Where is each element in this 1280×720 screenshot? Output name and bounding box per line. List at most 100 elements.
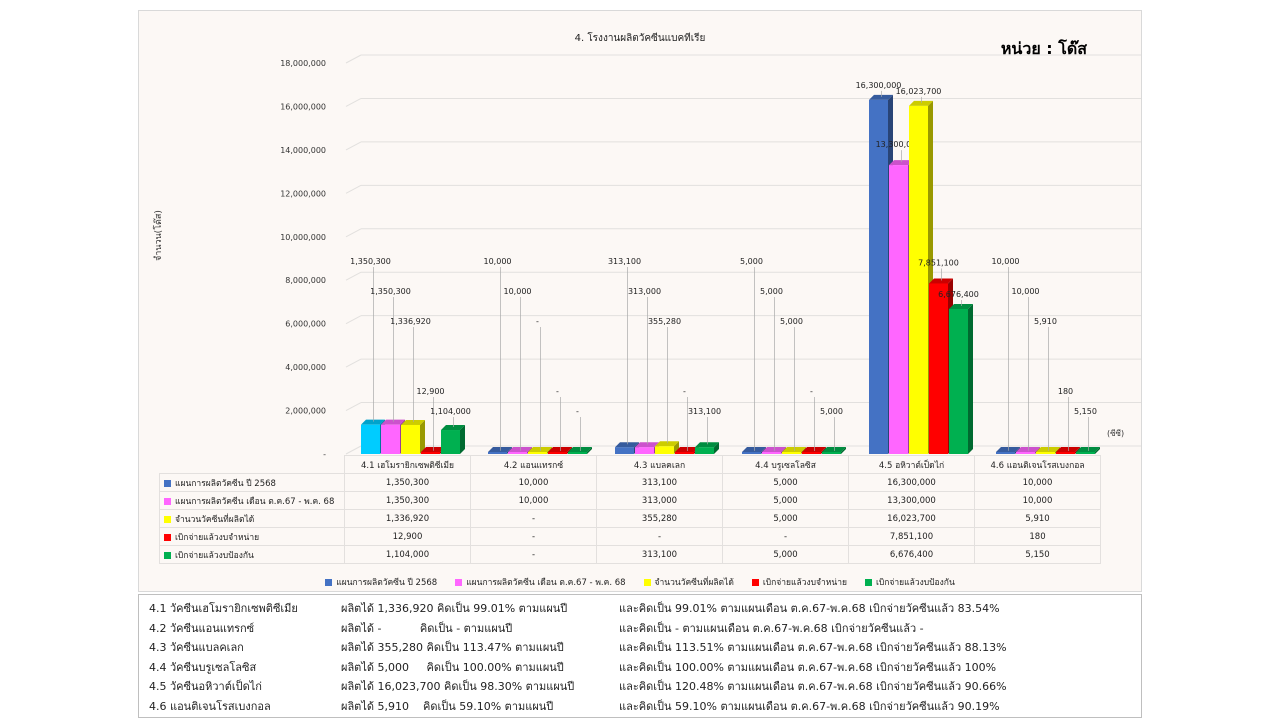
- bar: [822, 452, 841, 454]
- table-cell: 12,900: [344, 527, 471, 546]
- data-label: 10,000: [1012, 287, 1040, 296]
- note-produced: ผลิตได้ 5,000 คิดเป็น 100.00% ตามแผนปี: [341, 660, 564, 674]
- category-label: 4.3 แบลคเลก: [596, 455, 723, 474]
- bar-top: [869, 94, 893, 100]
- table-row: เบิกจ่ายแล้วงบป้องกัน 1,104,000-313,100 5,…: [159, 545, 1101, 564]
- table-cell: -: [596, 527, 723, 546]
- bar: [635, 447, 654, 454]
- data-label: -: [576, 407, 579, 416]
- legend-item: แผนการผลิตวัคซีน ปี 2568: [325, 578, 437, 588]
- bar: [1076, 452, 1095, 454]
- bar-top: [508, 447, 532, 452]
- gridline-depth: [345, 54, 362, 64]
- bar-top: [929, 278, 953, 284]
- bar-top: [381, 419, 405, 425]
- table-cell: 5,000: [722, 491, 849, 510]
- data-label: 313,100: [608, 257, 641, 266]
- bar-side: [460, 425, 465, 454]
- table-row: จำนวนวัคซีนที่ผลิตได้ 1,336,920-355,280 5,…: [159, 509, 1101, 528]
- data-label: 10,000: [484, 257, 512, 266]
- category-label: 4.2 แอนแทรกซ์: [470, 455, 597, 474]
- note-vaccine-name: 4.3 วัคซีนแบลคเลก: [149, 641, 244, 654]
- bar-top: [996, 447, 1020, 452]
- bar: [508, 452, 527, 454]
- data-label: 16,023,700: [896, 87, 942, 96]
- bar-side: [1095, 447, 1100, 454]
- chart-area: 4. โรงงานผลิตวัคซีนแบคทีเรีย หน่วย : โด๊…: [138, 10, 1142, 592]
- gridline-depth: [345, 271, 362, 281]
- legend-swatch: [164, 533, 171, 541]
- bar: [909, 105, 928, 454]
- table-cell: -: [722, 527, 849, 546]
- bar-top: [615, 442, 639, 448]
- bar-top: [1036, 447, 1060, 452]
- data-label: -: [556, 387, 559, 396]
- table-row: แผนการผลิตวัคซีน ปี 2568 1,350,300 10,000 3…: [159, 473, 1101, 492]
- bar-top: [1016, 447, 1040, 452]
- data-label: 5,150: [1074, 407, 1097, 416]
- legend-item: เบิกจ่ายแล้วงบป้องกัน: [864, 578, 955, 588]
- bar-top: [802, 447, 826, 452]
- bar-top: [361, 419, 385, 425]
- table-cell: -: [470, 545, 597, 564]
- legend-swatch: [164, 515, 171, 523]
- table-cell: 1,104,000: [344, 545, 471, 564]
- bar-top: [909, 100, 933, 106]
- y-tick-label: 8,000,000: [285, 276, 326, 285]
- bar: [1056, 452, 1075, 454]
- legend-item: จำนวนวัคซีนที่ผลิตได้: [643, 578, 734, 588]
- table-row: เบิกจ่ายแล้วงบจำหน่าย 12,900- - -7,851,100 1…: [159, 527, 1101, 546]
- table-cell: 355,280: [596, 509, 723, 528]
- series-name: เบิกจ่ายแล้วงบจำหน่าย: [175, 532, 260, 543]
- data-label: 16,300,000: [856, 81, 902, 90]
- table-cell: 16,023,700: [848, 509, 975, 528]
- data-label: -: [683, 387, 686, 396]
- note-vaccine-name: 4.2 วัคซีนแอนแทรกซ์: [149, 621, 255, 635]
- gridline-depth: [345, 184, 362, 194]
- bar: [655, 446, 674, 454]
- bar-top: [675, 447, 699, 452]
- data-label: 5,000: [760, 287, 783, 296]
- table-cell: 313,000: [596, 491, 723, 510]
- data-label: 10,000: [504, 287, 532, 296]
- legend-swatch: [325, 579, 333, 586]
- table-cell: 16,300,000: [848, 473, 975, 492]
- bar: [615, 447, 634, 454]
- bar-top: [695, 442, 719, 448]
- bar-side: [674, 441, 679, 454]
- bar-top: [528, 447, 552, 452]
- data-label: 1,350,300: [350, 257, 391, 266]
- bar: [441, 430, 460, 454]
- bar-top: [635, 442, 659, 448]
- data-label: 1,336,920: [390, 317, 431, 326]
- table-cell: 13,300,000: [848, 491, 975, 510]
- legend-item: เบิกจ่ายแล้วงบจำหน่าย: [751, 578, 847, 588]
- bar: [675, 452, 694, 454]
- data-label: 6,676,400: [938, 290, 979, 299]
- bar: [762, 452, 781, 454]
- y-tick-label: -: [323, 450, 326, 459]
- bar: [548, 452, 567, 454]
- y-tick-label: 10,000,000: [280, 233, 326, 242]
- bar-top: [762, 447, 786, 452]
- bar: [949, 308, 968, 454]
- category-label: 4.6 แอนติเจนโรสเบงกอล: [974, 455, 1101, 474]
- legend-swatch: [455, 579, 463, 586]
- series-name: แผนการผลิตวัคซีน เดือน ต.ค.67 - พ.ค. 68: [175, 496, 335, 507]
- note-rest: และคิดเป็น 100.00% ตามแผนเดือน ต.ค.67-พ.…: [619, 660, 997, 674]
- bar: [488, 452, 507, 454]
- gridline-depth: [345, 445, 362, 455]
- bar: [996, 452, 1015, 454]
- bar-top: [742, 447, 766, 452]
- series-name: แผนการผลิตวัคซีน ปี 2568: [175, 478, 276, 489]
- data-label: 313,100: [688, 407, 721, 416]
- y-tick-label: 4,000,000: [285, 363, 326, 372]
- bar: [1036, 452, 1055, 454]
- note-vaccine-name: 4.1 วัคซีนเฮโมรายิกเซพติซีเมีย: [149, 602, 298, 615]
- table-cell: 313,100: [596, 545, 723, 564]
- table-cell: 5,000: [722, 473, 849, 492]
- data-label: 355,280: [648, 317, 681, 326]
- bar-side: [968, 303, 973, 454]
- legend-swatch: [864, 579, 872, 586]
- category-label: 4.5 อหิวาต์เป็ดไก่: [848, 455, 975, 474]
